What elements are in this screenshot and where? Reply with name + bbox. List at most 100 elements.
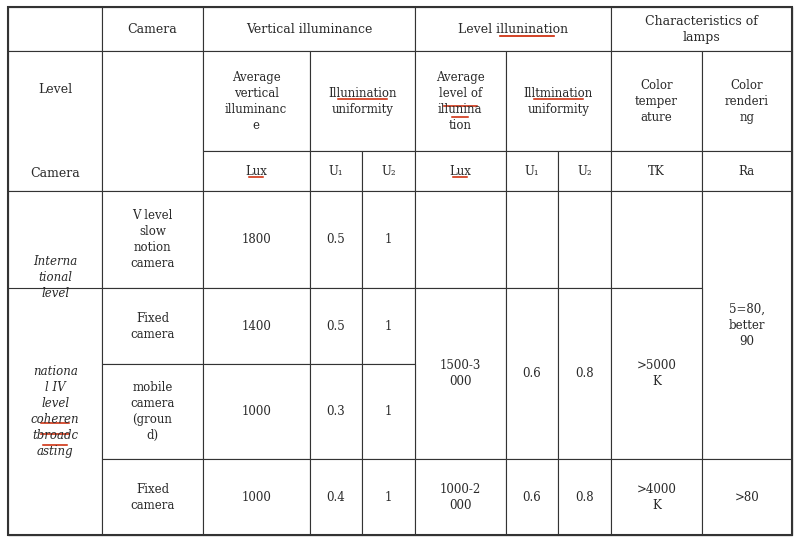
Bar [506, 151, 558, 191]
Text: Vertical illuminance: Vertical illuminance [246, 23, 372, 36]
Text: Lux: Lux [246, 165, 267, 178]
Text: 0.3: 0.3 [326, 405, 346, 418]
Text: U₂: U₂ [382, 165, 396, 178]
Bar [8, 51, 102, 191]
Text: >5000
K: >5000 K [636, 359, 676, 388]
Bar [202, 191, 310, 288]
Text: mobile
camera
(groun
d): mobile camera (groun d) [130, 381, 174, 442]
Text: U₂: U₂ [578, 165, 592, 178]
Bar [362, 288, 415, 364]
Text: Level illunination: Level illunination [458, 23, 568, 36]
Bar [415, 7, 611, 51]
Text: 1800: 1800 [242, 234, 271, 247]
Bar [702, 51, 792, 151]
Text: V level
slow
notion
camera: V level slow notion camera [130, 209, 174, 270]
Text: 1: 1 [385, 491, 392, 504]
Bar [702, 191, 792, 459]
Text: 1000: 1000 [242, 405, 271, 418]
Text: 1500-3
000: 1500-3 000 [440, 359, 481, 388]
Text: Color
temper
ature: Color temper ature [635, 79, 678, 124]
Text: Fixed
camera: Fixed camera [130, 312, 174, 341]
Bar [8, 191, 102, 364]
Text: 1: 1 [385, 320, 392, 333]
Text: Interna
tional
level: Interna tional level [33, 255, 78, 300]
Bar [611, 7, 792, 51]
Text: 1: 1 [385, 405, 392, 418]
Bar [310, 288, 362, 364]
Bar [102, 364, 202, 459]
Bar [202, 288, 310, 364]
Bar [506, 459, 558, 535]
Text: 1: 1 [385, 234, 392, 247]
Text: >4000
K: >4000 K [636, 482, 676, 512]
Bar [611, 151, 702, 191]
Text: Camera: Camera [128, 23, 178, 36]
Bar [362, 151, 415, 191]
Text: Camera: Camera [30, 167, 80, 180]
Bar [310, 364, 362, 459]
Bar [611, 459, 702, 535]
Bar [415, 191, 506, 288]
Text: 0.4: 0.4 [326, 491, 346, 504]
Bar [310, 151, 362, 191]
Text: Characteristics of
lamps: Characteristics of lamps [645, 15, 758, 44]
Text: U₁: U₁ [329, 165, 343, 178]
Bar [8, 7, 102, 51]
Text: 0.6: 0.6 [522, 491, 542, 504]
Text: Fixed
camera: Fixed camera [130, 482, 174, 512]
Text: Level: Level [38, 83, 72, 96]
Bar [102, 7, 202, 51]
Text: 1000-2
000: 1000-2 000 [440, 482, 481, 512]
Bar [415, 151, 506, 191]
Text: 0.5: 0.5 [326, 234, 346, 247]
Bar [362, 459, 415, 535]
Bar [202, 364, 310, 459]
Text: Lux: Lux [450, 165, 471, 178]
Bar [310, 191, 362, 288]
Text: 0.6: 0.6 [522, 367, 542, 380]
Bar [702, 151, 792, 191]
Text: 0.8: 0.8 [575, 367, 594, 380]
Text: nationa
l IV
level
coheren
tbroadc
asting: nationa l IV level coheren tbroadc astin… [31, 365, 79, 458]
Bar [202, 51, 310, 151]
Bar [362, 364, 415, 459]
Bar [310, 459, 362, 535]
Text: Illtmination
uniformity: Illtmination uniformity [524, 87, 593, 116]
Bar [310, 51, 415, 151]
Text: Average
vertical
illuminanc
e: Average vertical illuminanc e [225, 71, 287, 132]
Text: Color
renderi
ng: Color renderi ng [725, 79, 769, 124]
Text: >80: >80 [734, 491, 759, 504]
Bar [102, 191, 202, 288]
Text: Illunination
uniformity: Illunination uniformity [328, 87, 397, 116]
Bar [558, 191, 611, 288]
Bar [102, 459, 202, 535]
Bar [202, 151, 310, 191]
Text: 0.8: 0.8 [575, 491, 594, 504]
Bar [611, 288, 702, 459]
Bar [362, 191, 415, 288]
Bar [415, 459, 506, 535]
Text: U₁: U₁ [525, 165, 539, 178]
Bar [102, 51, 202, 191]
Text: 1000: 1000 [242, 491, 271, 504]
Bar [611, 51, 702, 151]
Bar [415, 51, 506, 151]
Text: TK: TK [648, 165, 665, 178]
Bar [506, 288, 558, 459]
Bar [611, 191, 702, 288]
Bar [102, 288, 202, 364]
Bar [558, 151, 611, 191]
Bar [202, 459, 310, 535]
Bar [202, 7, 415, 51]
Bar [702, 459, 792, 535]
Text: Average
level of
illunina
tion: Average level of illunina tion [436, 71, 485, 132]
Bar [558, 459, 611, 535]
Text: 5=80,
better
90: 5=80, better 90 [729, 303, 765, 348]
Text: Ra: Ra [738, 165, 755, 178]
Text: 1400: 1400 [242, 320, 271, 333]
Bar [415, 288, 506, 459]
Bar [558, 288, 611, 459]
Bar [506, 51, 611, 151]
Text: 0.5: 0.5 [326, 320, 346, 333]
Bar [8, 288, 102, 535]
